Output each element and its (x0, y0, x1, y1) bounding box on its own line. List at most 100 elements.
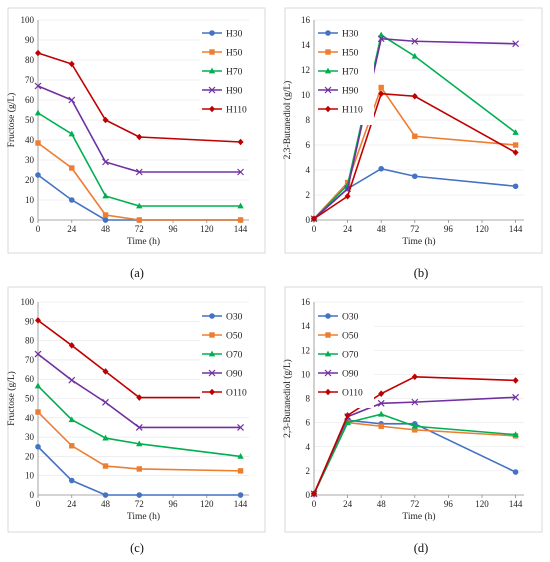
series-O110 (35, 317, 244, 401)
x-tick-label: 24 (343, 499, 353, 509)
x-tick-label: 72 (135, 224, 144, 234)
x-tick-label: 48 (377, 224, 387, 234)
data-point (412, 427, 418, 433)
series-O50 (35, 409, 244, 474)
data-point (136, 440, 143, 447)
x-tick-label: 96 (169, 499, 179, 509)
data-point (411, 422, 418, 429)
data-point (411, 37, 419, 45)
y-tick-label: 60 (25, 95, 35, 105)
x-tick-label: 144 (234, 499, 248, 509)
x-tick-label: 96 (444, 224, 454, 234)
data-point (512, 469, 519, 475)
legend-item: H50 (318, 49, 359, 59)
y-tick-label: 6 (306, 418, 311, 428)
data-point (412, 133, 418, 139)
legend-label: H70 (226, 68, 243, 78)
y-tick-label: 70 (25, 75, 35, 85)
legend: O30 O50 O70 O90 O110 (200, 308, 258, 408)
legend-item: O50 (318, 332, 359, 342)
y-tick-label: 4 (306, 165, 311, 175)
legend-marker (209, 332, 215, 338)
data-point (237, 168, 244, 176)
data-point (512, 377, 519, 384)
series-H90 (310, 35, 520, 223)
x-tick-label: 72 (410, 224, 419, 234)
panel-caption: (a) (130, 266, 144, 280)
data-point (69, 165, 75, 171)
legend-label: O70 (342, 351, 359, 361)
data-point (34, 382, 42, 389)
legend-item: O50 (202, 332, 243, 342)
data-point (237, 468, 244, 474)
legend-item: H90 (202, 87, 243, 97)
y-axis-title: Fructose (g/L) (6, 93, 17, 148)
x-tick-label: 72 (135, 499, 144, 509)
y-tick-label: 100 (21, 15, 35, 25)
data-point (237, 492, 244, 498)
data-point (136, 202, 143, 209)
legend-marker (324, 86, 332, 94)
legend-marker (324, 350, 332, 357)
series-H110 (35, 49, 244, 146)
y-tick-label: 16 (301, 297, 311, 307)
legend-marker (324, 67, 332, 74)
legend-marker (209, 313, 215, 319)
data-point (237, 138, 244, 146)
data-point (378, 90, 385, 98)
y-tick-label: 6 (306, 140, 311, 150)
legend-label: O50 (342, 332, 359, 342)
x-tick-label: 96 (169, 224, 179, 234)
data-point (136, 394, 143, 401)
legend-item: O30 (318, 313, 359, 323)
data-point (411, 373, 418, 381)
legend-label: O90 (226, 370, 243, 380)
legend-label: H50 (226, 49, 243, 59)
legend-item: H70 (202, 68, 243, 78)
legend-marker (325, 30, 331, 36)
legend-label: O70 (226, 351, 243, 361)
legend-item: H110 (318, 106, 363, 116)
legend-marker (209, 105, 215, 113)
legend-marker (208, 369, 216, 377)
data-point (512, 149, 519, 156)
legend-label: O110 (226, 389, 247, 399)
legend: O30 O50 O70 O90 O110 (316, 308, 374, 408)
y-tick-label: 70 (25, 355, 35, 365)
y-tick-label: 30 (25, 155, 35, 165)
data-point (34, 109, 42, 116)
x-tick-label: 48 (377, 499, 387, 509)
y-tick-label: 12 (301, 65, 310, 75)
legend-label: O30 (342, 313, 359, 323)
y-tick-label: 50 (25, 394, 35, 404)
data-point (512, 142, 519, 148)
chart-panel-a: 0 10 20 30 40 50 60 70 80 90 100 0 24 48 72 96 120 144 Tim… (6, 7, 266, 254)
x-tick-label: 24 (343, 224, 353, 234)
legend-label: H110 (226, 106, 247, 116)
y-tick-label: 100 (21, 297, 35, 307)
data-point (512, 393, 520, 401)
x-axis-title: Time (h) (127, 511, 160, 522)
data-point (237, 217, 244, 223)
legend-item: O30 (202, 313, 243, 323)
series-O70 (34, 382, 244, 459)
legend-label: H30 (226, 30, 243, 40)
series-H70 (34, 109, 244, 209)
data-point (68, 376, 76, 384)
y-tick-label: 80 (25, 336, 35, 346)
data-point (237, 424, 244, 431)
data-point (102, 398, 109, 406)
data-point (411, 92, 418, 100)
data-point (344, 412, 351, 419)
legend-label: H70 (342, 68, 359, 78)
data-point (102, 116, 109, 124)
legend-label: O50 (226, 332, 243, 342)
series-H50 (35, 140, 244, 223)
data-point (512, 129, 519, 135)
legend-item: O90 (318, 370, 359, 380)
y-tick-label: 30 (25, 432, 35, 442)
data-point (377, 35, 385, 43)
legend-label: H90 (342, 87, 359, 97)
